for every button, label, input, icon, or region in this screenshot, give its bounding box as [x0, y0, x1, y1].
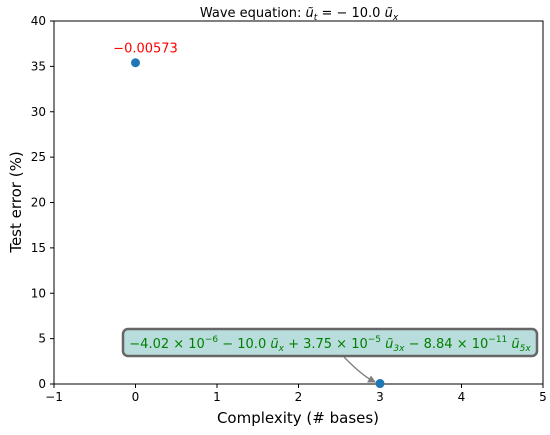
data-point — [131, 58, 140, 68]
y-tick-label: 40 — [31, 14, 46, 28]
y-tick-label: 25 — [31, 150, 46, 164]
y-axis-label: Test error (%) — [7, 151, 25, 253]
eq-t2: + 3.75 × 10 — [284, 337, 368, 352]
data-points — [131, 58, 385, 389]
eq-c0-exp: −6 — [205, 335, 219, 345]
data-point — [375, 379, 385, 389]
equation-annotation-text: −4.02 × 10−6 − 10.0 ũx + 3.75 × 10−5 ũ3x… — [129, 335, 531, 354]
y-tick-label: 15 — [31, 241, 46, 255]
eq-t2-exp: −5 — [368, 335, 381, 345]
annotation-arrow-line — [343, 356, 375, 383]
x-tick-label: −1 — [45, 390, 63, 404]
eq-u3: ũ — [507, 337, 519, 352]
point-value-label: −0.00573 — [113, 42, 178, 57]
x-tick-label: 4 — [458, 390, 466, 404]
x-tick-label: 0 — [132, 390, 140, 404]
title-lhs-sub: t — [314, 13, 318, 23]
eq-u1: ũ — [270, 337, 278, 352]
x-axis-label: Complexity (# bases) — [217, 409, 379, 427]
y-tick-label: 5 — [38, 332, 46, 346]
annotation-arrow-head — [367, 375, 376, 383]
eq-c0: −4.02 × 10 — [129, 337, 205, 352]
y-tick-label: 35 — [31, 59, 46, 73]
title-lhs: ũ — [306, 6, 314, 21]
eq-u1-sub: x — [278, 344, 285, 354]
x-axis-ticks: −1 0 1 2 3 4 5 — [45, 384, 547, 404]
y-tick-label: 0 — [38, 377, 46, 391]
y-tick-label: 20 — [31, 196, 46, 210]
equation-annotation-box — [121, 327, 539, 358]
y-tick-label: 30 — [31, 105, 46, 119]
eq-u3-sub: 5x — [520, 344, 532, 354]
chart-title: Wave equation: ũt = − 10.0 ũx — [200, 6, 399, 23]
x-tick-label: 5 — [539, 390, 547, 404]
eq-t3-exp: −11 — [488, 335, 507, 345]
eq-t3: − 8.84 × 10 — [404, 337, 488, 352]
y-tick-label: 10 — [31, 286, 46, 300]
title-middle: = − 10.0 — [317, 6, 384, 21]
x-tick-label: 2 — [295, 390, 303, 404]
annotation-arrow — [343, 356, 376, 383]
title-rhs: ũ — [385, 6, 393, 21]
x-tick-label: 3 — [376, 390, 384, 404]
eq-u2: ũ — [381, 337, 393, 352]
title-prefix: Wave equation: — [200, 6, 306, 21]
y-axis-ticks: 0 5 10 15 20 25 30 35 40 — [31, 14, 54, 391]
eq-u2-sub: 3x — [393, 344, 405, 354]
title-rhs-sub: x — [392, 13, 399, 23]
eq-t1: − 10.0 — [218, 337, 270, 352]
x-tick-label: 1 — [213, 390, 221, 404]
